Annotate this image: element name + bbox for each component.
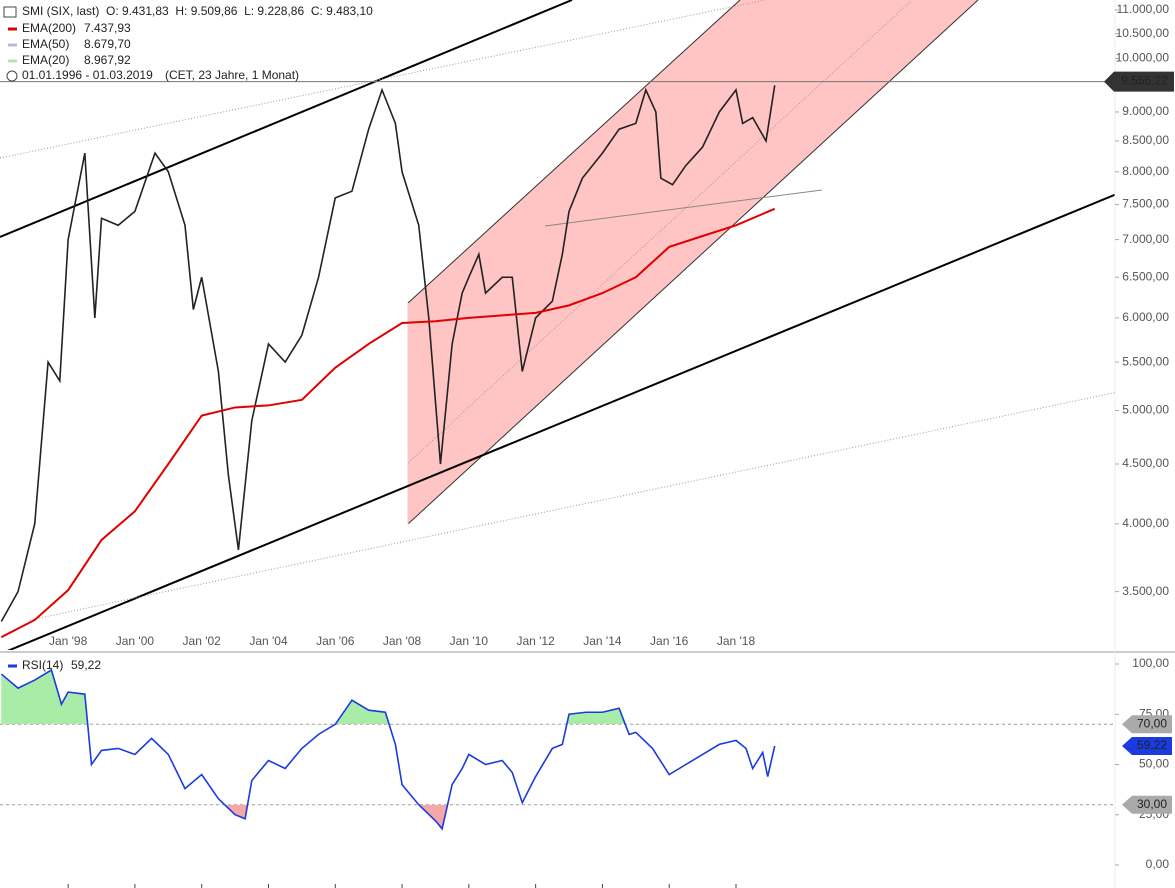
support-line — [544, 189, 823, 227]
series-line — [0, 207, 776, 639]
x-tick-label: Jan '14 — [583, 634, 622, 648]
legend-name: RSI(14) — [22, 658, 63, 672]
level-label: 30,00 — [1137, 797, 1167, 811]
level-tag — [1122, 715, 1172, 734]
price-label: 9.555,22 — [1121, 74, 1168, 88]
y-tick-label: 10.500,00 — [1116, 26, 1170, 40]
last-label: 59,22 — [1137, 738, 1167, 752]
price-tag — [1104, 71, 1174, 92]
y-tick-label: 4.000,00 — [1122, 516, 1169, 530]
x-tick-label: Jan '98 — [49, 634, 88, 648]
channel-mid — [407, 0, 913, 464]
y-tick-label: 8.000,00 — [1122, 164, 1169, 178]
indicator-value: 8.679,70 — [84, 37, 131, 51]
y-tick-label: 4.500,00 — [1122, 456, 1169, 470]
trend-upper — [0, 0, 573, 238]
legend-value: 59,22 — [71, 658, 101, 672]
x-tick-label: Jan '08 — [383, 634, 422, 648]
x-tick-label: Jan '18 — [717, 634, 756, 648]
channel-bottom — [407, 0, 979, 525]
x-tick-label: Jan '16 — [650, 634, 689, 648]
x-tick-label: Jan '06 — [316, 634, 355, 648]
level-label: 70,00 — [1137, 716, 1167, 730]
bar-icon — [3, 6, 17, 18]
y-tick-label: 7.500,00 — [1122, 197, 1169, 211]
x-tick-label: Jan '00 — [116, 634, 155, 648]
indicator-value: 7.437,93 — [84, 21, 131, 35]
indicator-value: 8.967,92 — [84, 53, 131, 67]
indicator-name: EMA(200) — [22, 21, 76, 35]
indicator-name: EMA(20) — [22, 53, 69, 67]
clock-icon — [6, 70, 18, 82]
level-tag — [1122, 795, 1172, 814]
header: SMI (SIX, last) O: 9.431,83 H: 9.509,86 … — [3, 4, 373, 82]
channel-top — [407, 0, 741, 304]
indicator-list: EMA(200) 7.437,93 EMA(50) 8.679,70 EMA(20) 8.… — [8, 21, 131, 67]
y-tick-label: 5.000,00 — [1122, 403, 1169, 417]
series-line — [0, 85, 776, 622]
x-tick-label: Jan '04 — [249, 634, 288, 648]
y-tick-label: 3.500,00 — [1122, 584, 1169, 598]
date-range: 01.01.1996 - 01.03.2019 — [22, 68, 153, 82]
y-tick-label: 7.000,00 — [1122, 232, 1169, 246]
y-tick-label: 6.500,00 — [1122, 269, 1169, 283]
y-tick-label: 5.500,00 — [1122, 354, 1169, 368]
dotted-upper — [0, 0, 766, 159]
y-tick-label: 11.000,00 — [1117, 2, 1170, 16]
x-tick-label: Jan '02 — [183, 634, 222, 648]
y-tick-label: 6.000,00 — [1122, 310, 1169, 324]
oversold-fill — [224, 804, 448, 829]
y-tick-label: 100,00 — [1132, 656, 1169, 670]
y-tick-label: 10.000,00 — [1116, 51, 1170, 65]
y-tick-label: 9.000,00 — [1122, 104, 1169, 118]
y-tick-label: 8.500,00 — [1122, 133, 1169, 147]
y-tick-label: 50,00 — [1139, 757, 1169, 771]
y-tick-label: 0,00 — [1146, 857, 1170, 871]
x-tick-label: Jan '12 — [516, 634, 555, 648]
x-tick-label: Jan '10 — [450, 634, 489, 648]
trend-lower — [7, 193, 1115, 650]
last-tag — [1122, 736, 1172, 755]
ohlc: O: 9.431,83 H: 9.509,86 L: 9.228,86 C: 9… — [106, 4, 373, 18]
overbought-fill — [1, 670, 775, 725]
indicator-name: EMA(50) — [22, 37, 69, 51]
instrument: SMI (SIX, last) — [22, 4, 99, 18]
drawings — [0, 0, 1115, 650]
range-note: (CET, 23 Jahre, 1 Monat) — [165, 68, 299, 82]
series-line — [0, 668, 776, 831]
